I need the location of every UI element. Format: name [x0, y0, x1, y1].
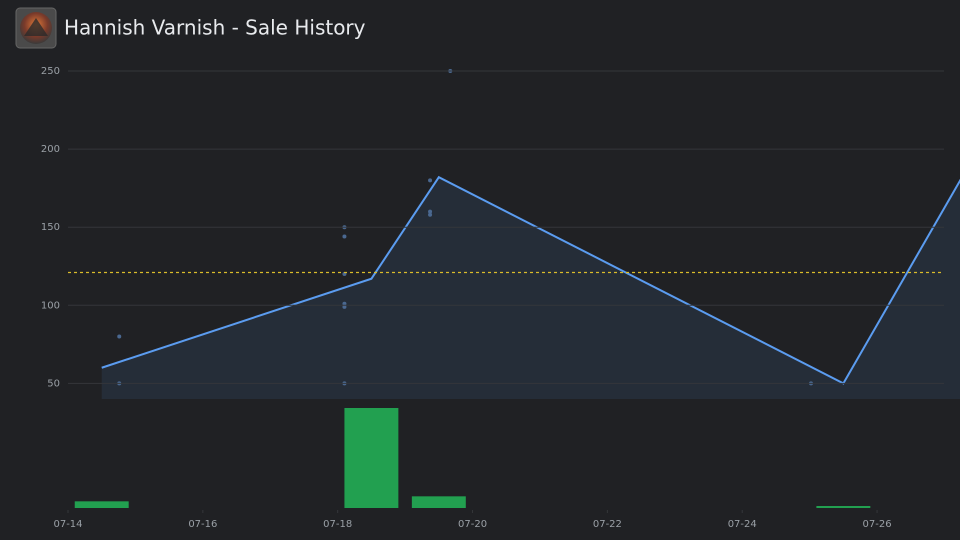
x-tick-label: 07-18: [323, 519, 352, 530]
x-tick-label: 07-24: [728, 519, 757, 530]
area: [101, 177, 960, 399]
volume-bar: [344, 408, 399, 508]
x-tick-label: 07-26: [863, 519, 892, 530]
plot: [101, 69, 960, 399]
y-tick-label: 50: [47, 378, 60, 389]
x-tick-label: 07-14: [53, 519, 82, 530]
x-tick-label: 07-22: [593, 519, 622, 530]
y-tick-label: 150: [41, 222, 60, 233]
volume-bar: [74, 501, 129, 508]
sale-point: [428, 212, 433, 217]
sale-point: [117, 334, 122, 339]
sale-point: [428, 178, 433, 183]
x-tick-label: 07-16: [188, 519, 217, 530]
volume-bar: [816, 506, 871, 508]
volume-bar: [411, 496, 466, 508]
sale-point: [342, 301, 347, 306]
sale-point: [428, 209, 433, 214]
item-icon: [15, 7, 57, 49]
title: Hannish Varnish - Sale History: [64, 16, 366, 40]
y-tick-label: 250: [41, 66, 60, 77]
y-tick-label: 100: [41, 300, 60, 311]
x-tick-label: 07-20: [458, 519, 487, 530]
sale-point: [342, 234, 347, 239]
y-tick-label: 200: [41, 144, 60, 155]
sale-point: [342, 304, 347, 309]
